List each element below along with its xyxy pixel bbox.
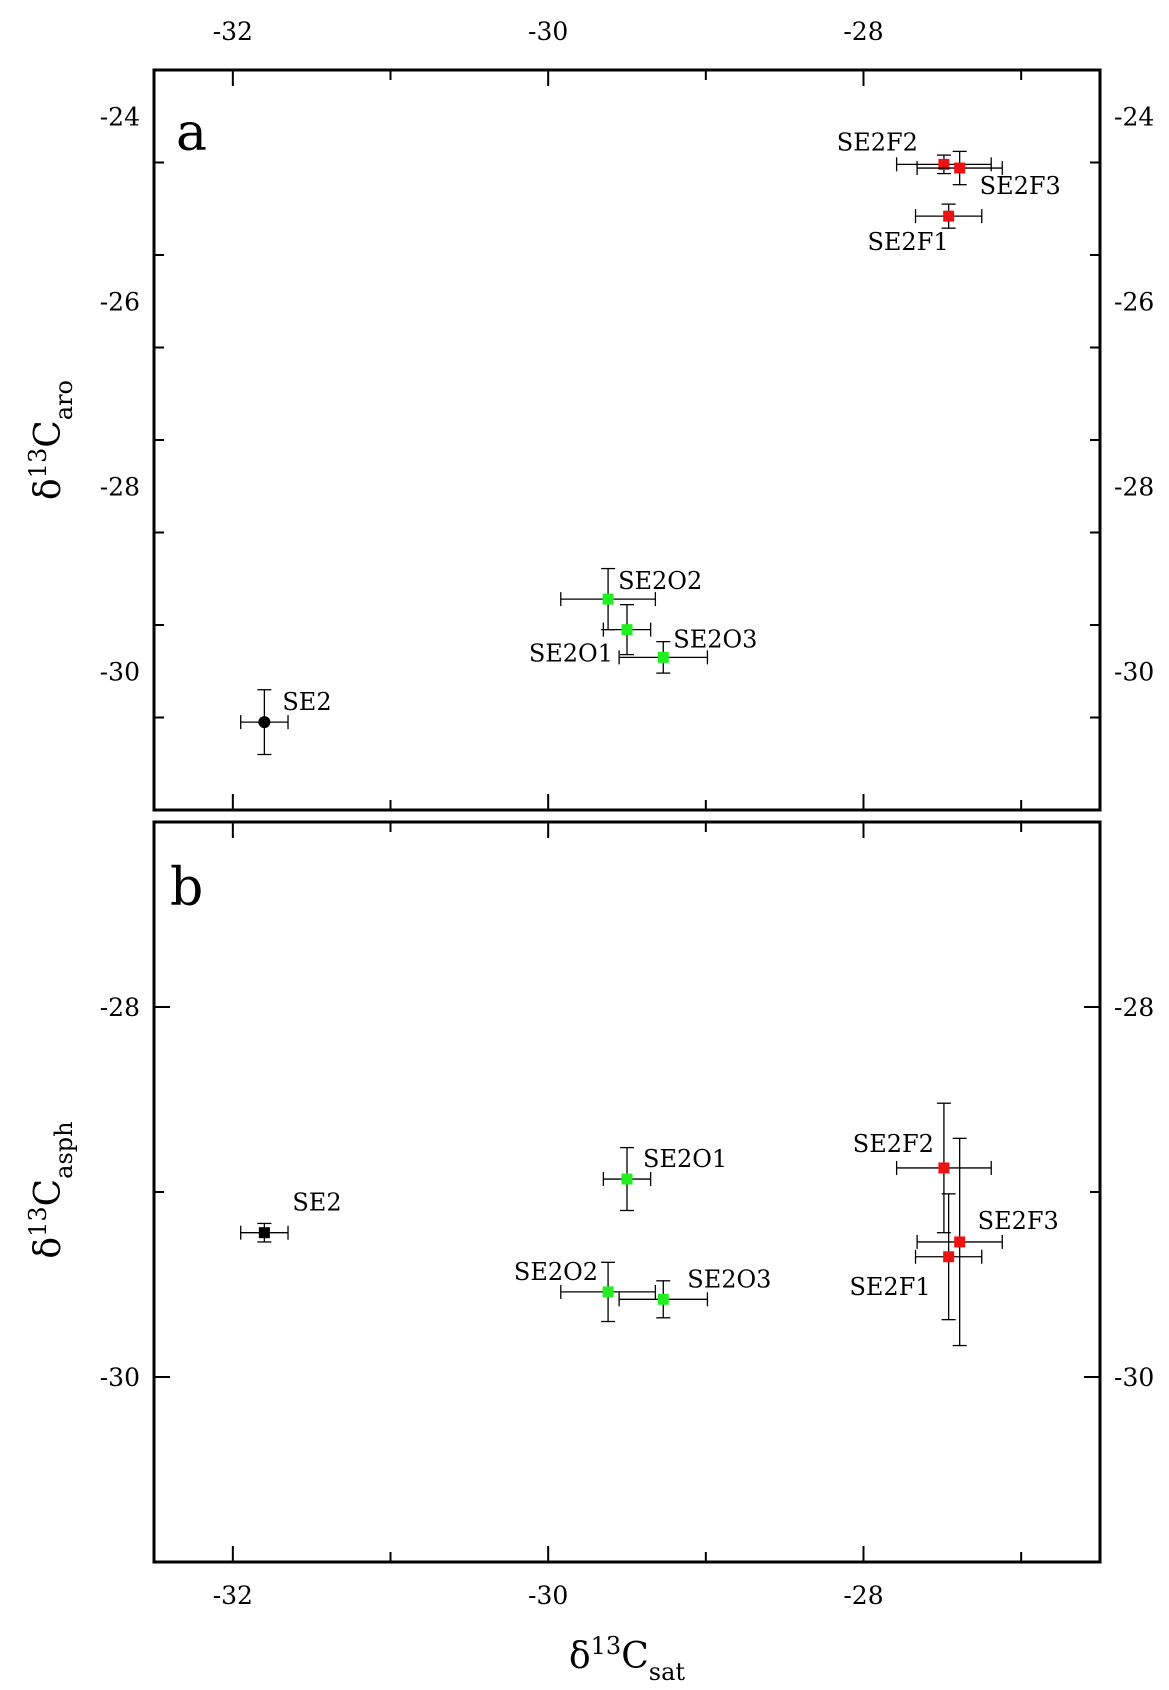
x-tick-label: -28 [843,1581,883,1610]
marker [258,1227,270,1239]
point-label: SE2 [292,1189,341,1217]
y-tick-label-right: -24 [1114,102,1154,131]
y-tick-label-right: -30 [1114,657,1154,686]
y-tick-label-left: -30 [100,657,140,686]
data-point-se2f3: SE2F3 [916,1137,1059,1347]
y-axis-title-a: δ13Caro [24,380,78,500]
data-point-se2o1: SE2O1 [529,604,652,668]
y-tick-label-left: -28 [100,993,140,1022]
marker [621,624,633,636]
data-point-se2o2: SE2O2 [560,567,702,631]
y-tick-label-right: -28 [1114,472,1154,501]
point-label: SE2F3 [980,172,1061,200]
data-point-se2f1: SE2F1 [849,1193,983,1321]
point-label: SE2O3 [673,625,757,653]
marker [954,162,966,174]
y-tick-label-right: -30 [1114,1363,1154,1392]
marker [938,1162,950,1174]
point-label: SE2O2 [514,1258,598,1286]
bottom-x-tick-labels: -32 -30 -28 [213,1581,884,1610]
panel-b: -28 -28 -30 -30 b SE2 SE2O1 SE2O2 SE2O3 SE2F1 SE2F… [100,820,1154,1564]
data-point-se2f2: SE2F2 [837,128,992,175]
data-point-se2f3: SE2F3 [916,150,1061,200]
panel-label: b [170,858,203,918]
point-label: SE2F2 [837,128,918,156]
marker [258,716,271,729]
point-label: SE2F2 [853,1130,934,1158]
data-point-se2: SE2 [240,1189,342,1243]
marker [938,158,950,170]
marker [657,651,669,663]
top-x-tick-labels: -32 -30 -28 [213,17,884,46]
y-tick-label-left: -30 [100,1363,140,1392]
data-point-se2o3: SE2O3 [618,625,757,674]
data-point-se2o2: SE2O2 [514,1258,657,1323]
y-tick-label-right: -26 [1114,287,1154,316]
point-label: SE2O1 [529,640,613,668]
point-label: SE2F1 [849,1273,930,1301]
x-tick-label: -30 [528,1581,568,1610]
data-point-se2: SE2 [240,688,332,756]
y-tick-label-left: -26 [100,287,140,316]
x-axis-title: δ13Csat [569,1632,685,1686]
panel-label: a [176,103,207,163]
marker [621,1173,633,1185]
panel-a: -24 -24 -26 -26 -28 -28 -30 -30 a SE2 SE2O1 SE2O2 SE… [100,68,1154,812]
y-tick-label-right: -28 [1114,993,1154,1022]
point-label: SE2F1 [867,228,948,256]
x-tick-label: -32 [213,17,253,46]
y-tick-label-left: -28 [100,472,140,501]
x-tick-label: -32 [213,1581,253,1610]
data-point-se2o3: SE2O3 [618,1265,771,1319]
x-tick-label: -28 [843,17,883,46]
point-label: SE2O3 [687,1265,771,1293]
data-point-se2o1: SE2O1 [602,1145,727,1212]
x-tick-label: -30 [528,17,568,46]
marker [657,1293,669,1305]
marker [943,1251,955,1263]
marker [954,1236,966,1248]
point-label: SE2F3 [978,1207,1059,1235]
marker [602,593,614,605]
point-label: SE2 [282,688,331,716]
marker [943,210,955,222]
y-tick-label-left: -24 [100,102,140,131]
point-label: SE2O2 [618,567,702,595]
y-axis-title-b: δ13Casph [24,1121,78,1258]
data-point-se2f2: SE2F2 [853,1102,992,1234]
data-point-se2f1: SE2F1 [867,203,983,256]
point-label: SE2O1 [643,1145,727,1173]
marker [602,1286,614,1298]
